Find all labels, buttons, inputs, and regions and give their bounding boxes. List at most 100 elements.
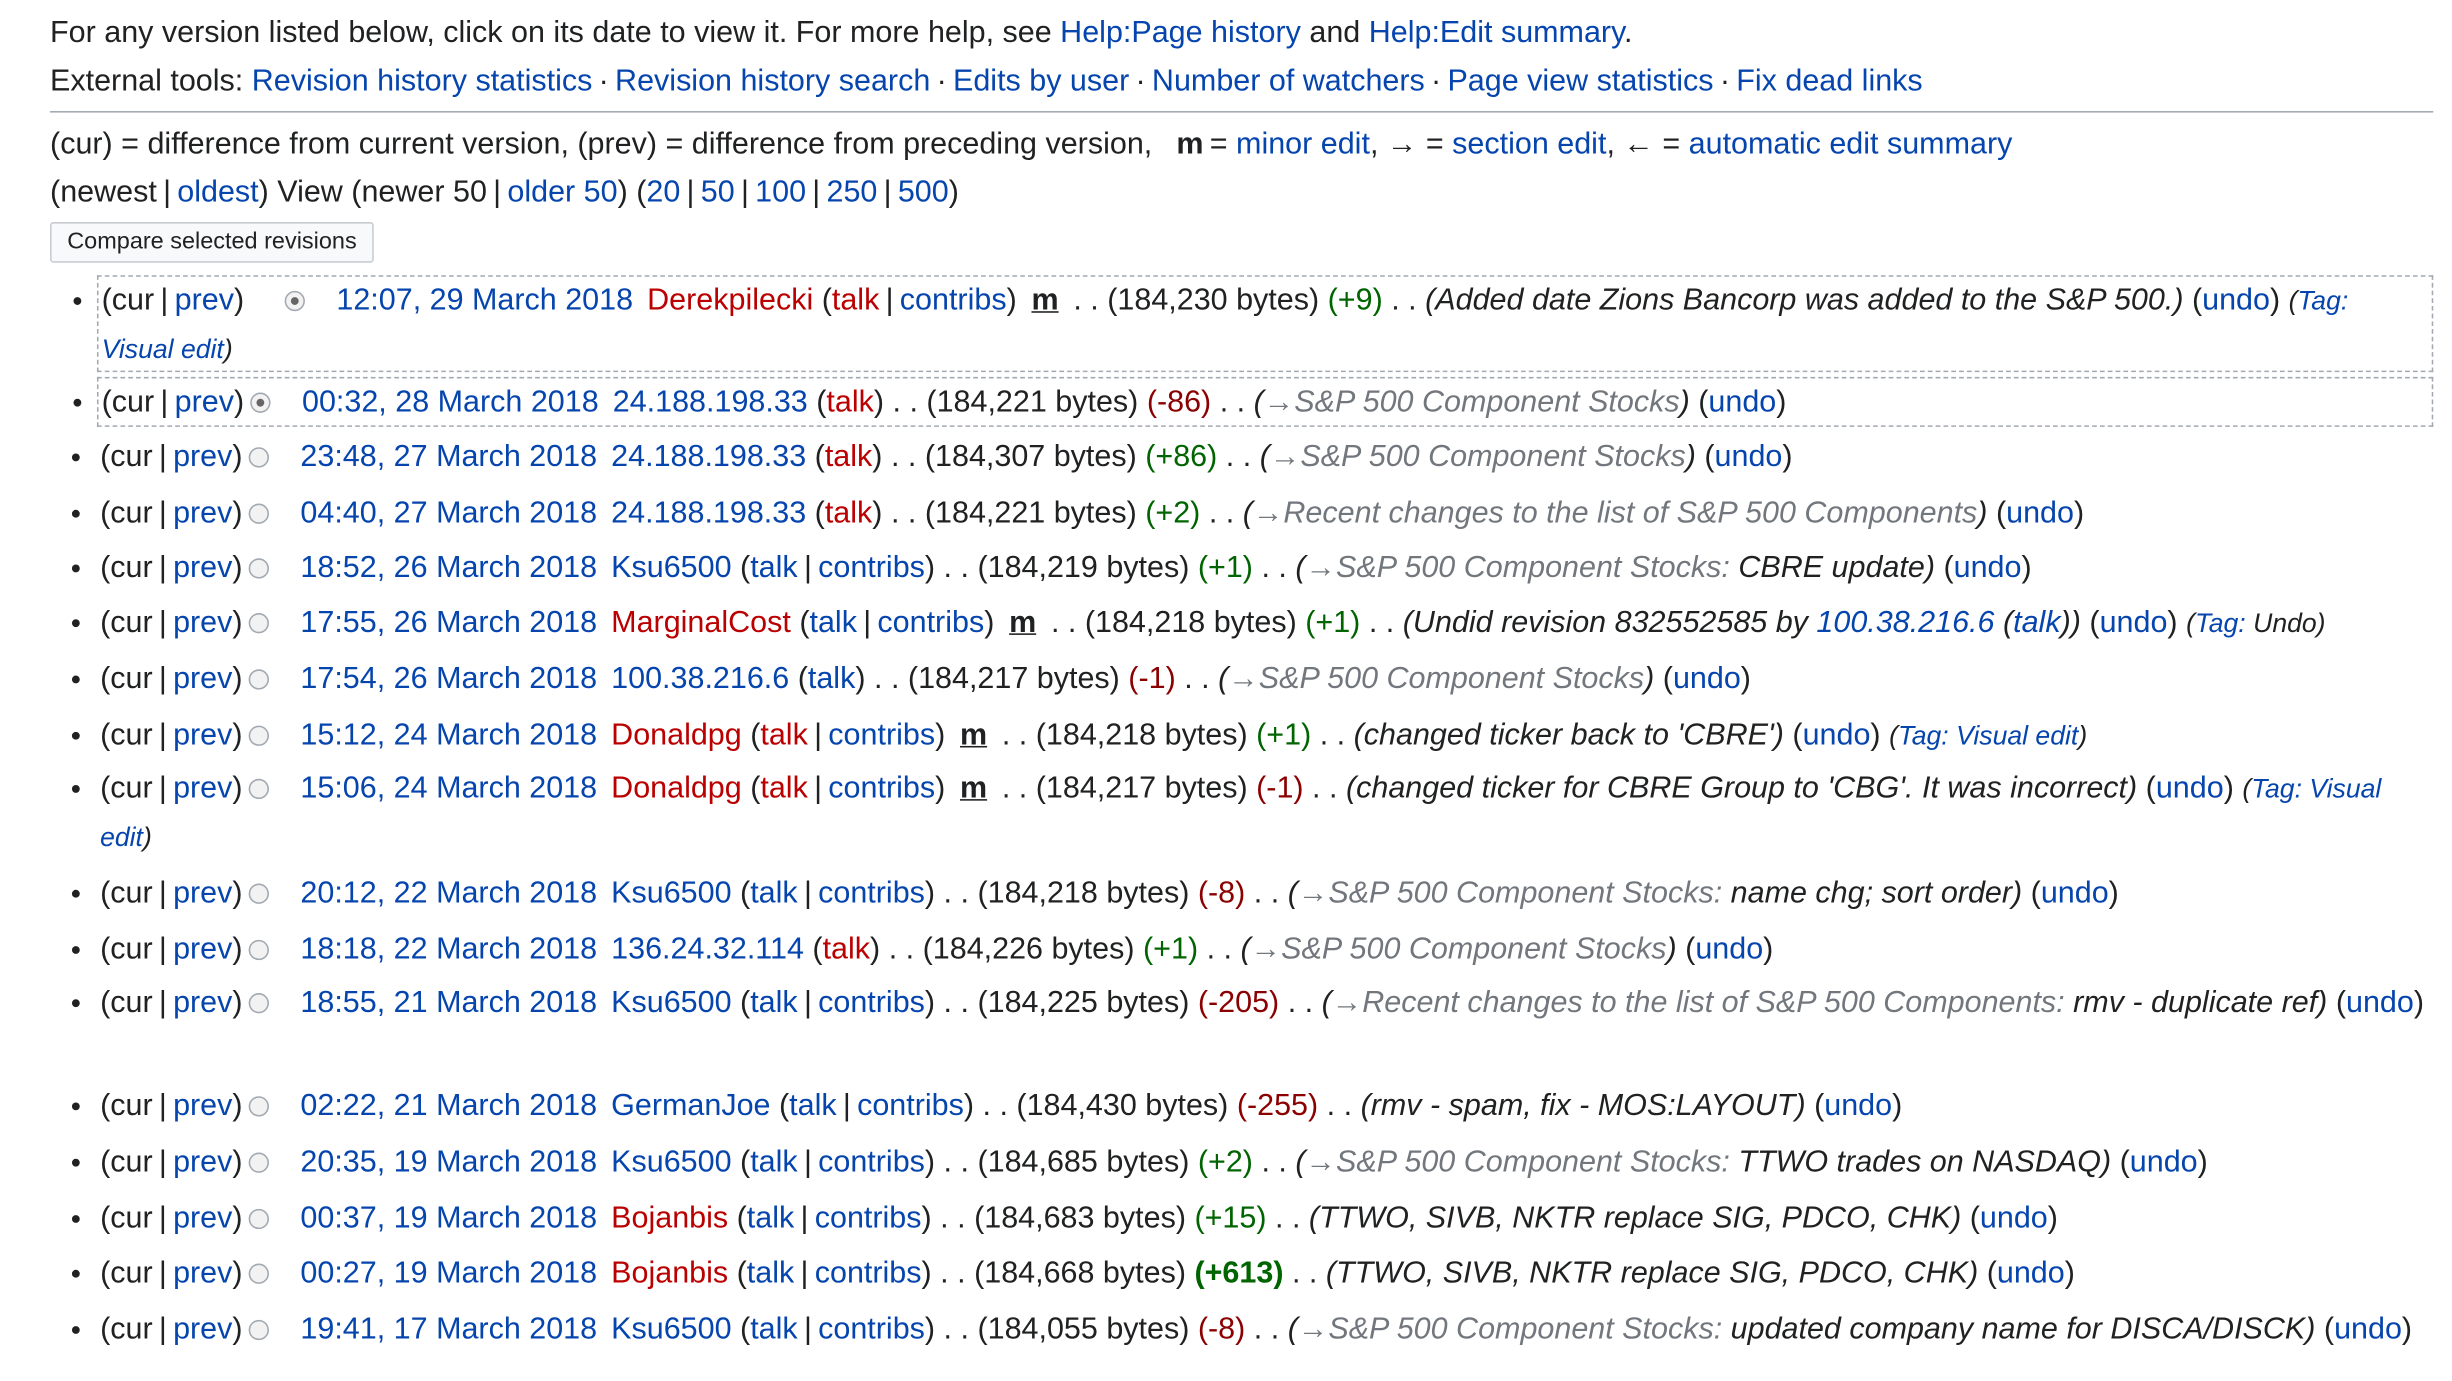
contribs-link[interactable]: contribs (818, 985, 925, 1020)
tool-revision-history-search[interactable]: Revision history search (615, 64, 931, 99)
revision-date-link[interactable]: 18:18, 22 March 2018 (300, 932, 598, 967)
prev-link[interactable]: prev (173, 1312, 233, 1347)
user-link[interactable]: Ksu6500 (611, 985, 732, 1020)
user-link[interactable]: MarginalCost (611, 605, 791, 640)
legend-automatic-summary-link[interactable]: automatic edit summary (1688, 126, 2013, 162)
user-link[interactable]: 24.188.198.33 (611, 439, 807, 474)
revision-date-link[interactable]: 23:48, 27 March 2018 (300, 439, 598, 474)
diff-radio[interactable] (248, 1208, 270, 1230)
diff-radio[interactable] (248, 1096, 270, 1117)
help-page-history-link[interactable]: Help:Page history (1060, 15, 1301, 51)
diff-radio[interactable] (248, 778, 270, 800)
user-link[interactable]: Derekpilecki (647, 283, 814, 318)
diff-radio[interactable] (248, 503, 270, 524)
user-link[interactable]: Ksu6500 (611, 1144, 732, 1180)
section-link[interactable]: →S&P 500 Component Stocks: (1297, 1312, 1723, 1347)
section-link[interactable]: →S&P 500 Component Stocks: (1297, 875, 1723, 911)
prev-link[interactable]: prev (173, 1144, 233, 1180)
undo-link[interactable]: undo (1708, 384, 1777, 420)
older-50-link[interactable]: older 50 (507, 175, 618, 210)
undo-link[interactable]: undo (2099, 605, 2168, 640)
section-link[interactable]: →Recent changes to the list of S&P 500 C… (1331, 985, 2065, 1020)
oldid-radio[interactable] (284, 290, 306, 312)
section-link[interactable]: →S&P 500 Component Stocks: (1305, 1144, 1730, 1180)
talk-link[interactable]: talk (824, 495, 873, 531)
diff-radio[interactable] (248, 1152, 270, 1173)
section-link[interactable]: →S&P 500 Component Stocks: (1305, 550, 1730, 585)
limit-20-link[interactable]: 20 (646, 175, 681, 210)
talk-link[interactable]: talk (760, 770, 808, 806)
contribs-link[interactable]: contribs (877, 605, 985, 640)
revision-date-link[interactable]: 19:41, 17 March 2018 (300, 1312, 598, 1347)
prev-link[interactable]: prev (173, 932, 233, 967)
talk-link[interactable]: talk (831, 283, 880, 318)
user-link[interactable]: Donaldpg (611, 717, 742, 753)
prev-link[interactable]: prev (173, 661, 233, 696)
user-link[interactable]: 24.188.198.33 (611, 495, 807, 531)
talk-link[interactable]: talk (826, 384, 874, 420)
undo-link[interactable]: undo (1714, 439, 1783, 474)
prev-link[interactable]: prev (173, 550, 233, 585)
contribs-link[interactable]: contribs (818, 1144, 925, 1180)
section-link[interactable]: →Recent changes to the list of S&P 500 C… (1252, 495, 1978, 531)
talk-link[interactable]: talk (750, 1144, 798, 1180)
prev-link[interactable]: prev (173, 985, 233, 1020)
revision-date-link[interactable]: 00:27, 19 March 2018 (300, 1255, 598, 1291)
diff-radio[interactable] (248, 883, 270, 904)
undo-link[interactable]: undo (2006, 495, 2074, 531)
user-link[interactable]: Ksu6500 (611, 550, 732, 585)
undo-link[interactable]: undo (1979, 1200, 2048, 1236)
contribs-link[interactable]: contribs (818, 550, 925, 585)
revision-date-link[interactable]: 12:07, 29 March 2018 (336, 283, 634, 318)
user-link[interactable]: Ksu6500 (611, 875, 732, 911)
section-link[interactable]: →S&P 500 Component Stocks (1263, 384, 1680, 420)
undo-link[interactable]: undo (1996, 1255, 2065, 1291)
undo-link[interactable]: undo (2155, 770, 2224, 806)
user-link[interactable]: 24.188.198.33 (612, 384, 808, 420)
prev-link[interactable]: prev (173, 1255, 233, 1291)
tool-revision-history-statistics[interactable]: Revision history statistics (251, 64, 593, 99)
undo-link[interactable]: undo (2345, 985, 2414, 1020)
tool-page-view-statistics[interactable]: Page view statistics (1447, 64, 1714, 99)
section-link[interactable]: →S&P 500 Component Stocks (1269, 439, 1686, 474)
diff-radio[interactable] (248, 939, 270, 961)
diff-radio[interactable] (248, 1319, 270, 1341)
talk-link[interactable]: talk (750, 875, 798, 911)
undo-link[interactable]: undo (1953, 550, 2022, 585)
contribs-link[interactable]: contribs (818, 875, 925, 911)
revision-date-link[interactable]: 00:32, 28 March 2018 (301, 384, 599, 420)
prev-link[interactable]: prev (173, 439, 233, 474)
diff-radio[interactable] (248, 725, 270, 746)
tag-link[interactable]: Tag: (2251, 774, 2302, 804)
help-edit-summary-link[interactable]: Help:Edit summary (1368, 15, 1625, 51)
contribs-link[interactable]: contribs (857, 1088, 964, 1123)
prev-link[interactable]: prev (174, 283, 234, 318)
undo-link[interactable]: undo (2202, 283, 2270, 318)
contribs-link[interactable]: contribs (814, 1255, 922, 1291)
legend-section-edit-link[interactable]: section edit (1452, 126, 1607, 162)
contribs-link[interactable]: contribs (828, 770, 936, 806)
revision-date-link[interactable]: 15:12, 24 March 2018 (300, 717, 598, 753)
undo-link[interactable]: undo (2040, 875, 2109, 911)
prev-link[interactable]: prev (173, 875, 233, 911)
contribs-link[interactable]: contribs (818, 1312, 925, 1347)
undo-link[interactable]: undo (1672, 661, 1741, 696)
undo-link[interactable]: undo (1824, 1088, 1893, 1123)
contribs-link[interactable]: contribs (899, 283, 1007, 318)
talk-link[interactable]: talk (750, 1312, 798, 1347)
tag-link[interactable]: Tag: (1897, 720, 1949, 751)
talk-link[interactable]: talk (807, 661, 856, 696)
undid-ip-link[interactable]: 100.38.216.6 (1816, 605, 1995, 640)
user-link[interactable]: 136.24.32.114 (611, 932, 804, 967)
talk-link[interactable]: talk (750, 985, 798, 1020)
talk-link[interactable]: talk (822, 932, 871, 967)
revision-date-link[interactable]: 17:55, 26 March 2018 (300, 605, 598, 640)
contribs-link[interactable]: contribs (828, 717, 936, 753)
legend-minor-edit-link[interactable]: minor edit (1236, 126, 1370, 162)
talk-link[interactable]: talk (760, 717, 808, 753)
talk-link[interactable]: talk (809, 605, 857, 640)
undid-talk-link[interactable]: talk (2013, 605, 2061, 640)
prev-link[interactable]: prev (173, 605, 233, 640)
diff-radio[interactable] (248, 1263, 270, 1284)
talk-link[interactable]: talk (750, 550, 798, 585)
